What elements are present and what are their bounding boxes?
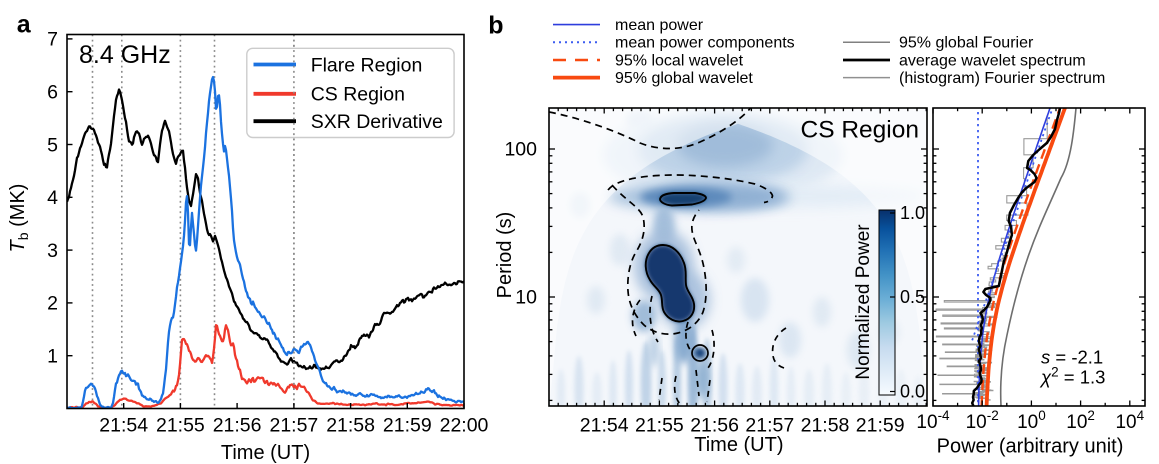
- svg-text:21:59: 21:59: [856, 415, 905, 437]
- svg-text:4: 4: [47, 187, 58, 209]
- svg-text:5: 5: [47, 134, 58, 156]
- svg-text:CS Region: CS Region: [311, 84, 405, 106]
- svg-text:3: 3: [47, 240, 58, 262]
- svg-text:102: 102: [1066, 408, 1095, 433]
- svg-text:21:56: 21:56: [690, 415, 739, 437]
- svg-text:0.5: 0.5: [900, 287, 925, 307]
- svg-text:b: b: [488, 11, 503, 39]
- svg-text:10: 10: [515, 287, 537, 309]
- svg-text:10-4: 10-4: [916, 408, 950, 433]
- svg-text:Time (UT): Time (UT): [694, 434, 783, 456]
- svg-text:22:00: 22:00: [440, 415, 489, 437]
- svg-text:average wavelet spectrum: average wavelet spectrum: [899, 53, 1086, 70]
- svg-text:0.0: 0.0: [900, 382, 925, 402]
- svg-text:Power (arbitrary unit): Power (arbitrary unit): [937, 436, 1124, 458]
- svg-text:21:56: 21:56: [213, 415, 262, 437]
- svg-text:mean power components: mean power components: [615, 35, 795, 52]
- svg-text:a: a: [17, 10, 32, 38]
- svg-text:s = -2.1: s = -2.1: [1041, 347, 1103, 368]
- svg-text:21:54: 21:54: [580, 415, 629, 437]
- svg-text:95% global wavelet: 95% global wavelet: [615, 70, 753, 87]
- svg-text:21:57: 21:57: [269, 415, 318, 437]
- svg-text:1.0: 1.0: [900, 203, 925, 223]
- svg-text:Period (s): Period (s): [494, 212, 516, 299]
- svg-text:95% local wavelet: 95% local wavelet: [615, 53, 744, 70]
- svg-text:SXR Derivative: SXR Derivative: [311, 111, 443, 133]
- svg-text:6: 6: [47, 82, 58, 104]
- svg-text:21:55: 21:55: [156, 415, 205, 437]
- svg-text:2: 2: [47, 293, 58, 315]
- svg-text:Normalized Power: Normalized Power: [853, 224, 874, 380]
- svg-text:21:57: 21:57: [745, 415, 794, 437]
- svg-text:(histogram) Fourier spectrum: (histogram) Fourier spectrum: [899, 70, 1105, 87]
- svg-text:21:59: 21:59: [383, 415, 432, 437]
- svg-text:21:54: 21:54: [99, 415, 148, 437]
- svg-text:mean power: mean power: [615, 17, 704, 34]
- svg-text:7: 7: [47, 29, 58, 51]
- svg-text:1: 1: [47, 346, 58, 368]
- svg-text:Time (UT): Time (UT): [221, 442, 310, 464]
- svg-text:χ2 = 1.3: χ2 = 1.3: [1039, 365, 1105, 388]
- svg-text:21:58: 21:58: [326, 415, 375, 437]
- svg-text:95% global Fourier: 95% global Fourier: [899, 35, 1034, 52]
- svg-text:8.4 GHz: 8.4 GHz: [79, 41, 171, 69]
- svg-text:CS Region: CS Region: [801, 117, 919, 144]
- svg-text:Tb (MK): Tb (MK): [7, 184, 31, 253]
- svg-text:Flare Region: Flare Region: [311, 54, 423, 76]
- svg-text:21:58: 21:58: [801, 415, 850, 437]
- svg-text:21:55: 21:55: [635, 415, 684, 437]
- svg-text:100: 100: [504, 139, 537, 161]
